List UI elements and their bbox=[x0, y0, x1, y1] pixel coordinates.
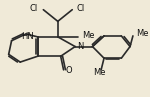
Text: Cl: Cl bbox=[76, 4, 85, 13]
Text: Me: Me bbox=[82, 31, 94, 40]
Text: N: N bbox=[77, 42, 84, 51]
Text: Cl: Cl bbox=[29, 4, 38, 13]
Text: HN: HN bbox=[21, 32, 34, 41]
Text: Me: Me bbox=[136, 29, 148, 38]
Text: Me: Me bbox=[93, 68, 106, 77]
Text: O: O bbox=[65, 66, 72, 75]
